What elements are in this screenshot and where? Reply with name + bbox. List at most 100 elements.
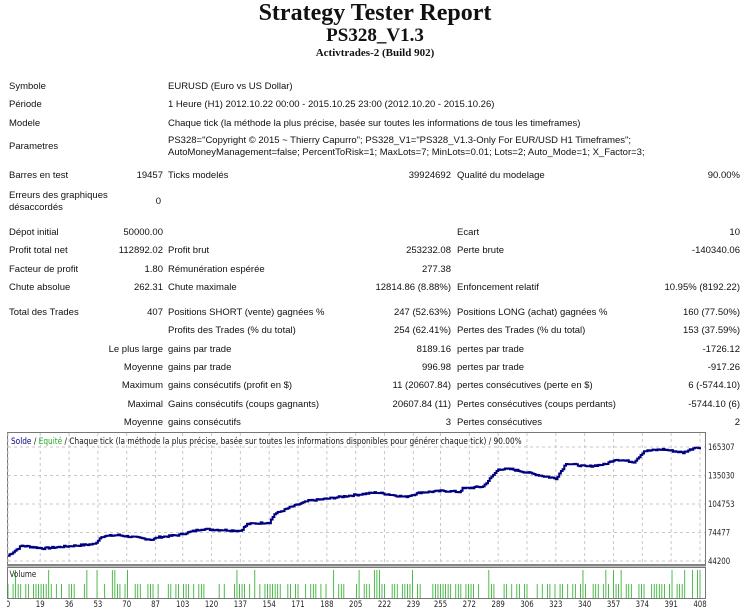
x-tick-label: 222 <box>378 599 391 609</box>
legend-equity: Equité <box>38 437 63 447</box>
stat-value: -917.26 <box>707 362 740 373</box>
stat-label: pertes consécutives (perte en $) <box>457 380 593 391</box>
stat-label: Qualité du modelage <box>457 170 545 181</box>
stat-value: Le plus large <box>108 344 163 355</box>
stat-label: Pertes consécutives <box>457 417 543 428</box>
info-value: EURUSD (Euro vs US Dollar) <box>168 81 293 92</box>
info-label: Période <box>9 99 42 110</box>
x-tick-label: 70 <box>122 599 131 609</box>
stat-label: Ticks modelés <box>168 170 229 181</box>
info-value: 1 Heure (H1) 2012.10.22 00:00 - 2015.10.… <box>168 99 495 110</box>
stat-value: 19457 <box>136 170 163 181</box>
stat-label: Dépot initial <box>9 227 59 238</box>
stat-value: 262.31 <box>133 282 163 293</box>
chart-legend: Solde / Equité / Chaque tick (la méthode… <box>11 437 522 447</box>
stat-label: Pertes consécutives (coups perdants) <box>457 399 616 410</box>
stat-label: gains par trade <box>168 362 232 373</box>
stat-value: 10 <box>729 227 740 238</box>
x-tick-label: 289 <box>492 599 505 609</box>
info-label: Modele <box>9 118 41 129</box>
server-build: Activtrades-2 (Build 902) <box>315 47 435 59</box>
stat-value: 112892.02 <box>118 245 163 256</box>
stat-value: 11 (20607.84) <box>392 380 451 391</box>
x-tick-label: 19 <box>36 599 45 609</box>
stat-label: pertes par trade <box>457 344 525 355</box>
stat-label: gains par trade <box>168 344 232 355</box>
y-tick-label: 44200 <box>708 556 730 566</box>
stat-value: 0 <box>155 196 161 207</box>
info-value: PS328="Copyright © 2015 ~ Thierry Capurr… <box>168 135 632 146</box>
stat-value: 20607.84 (11) <box>392 399 451 410</box>
stat-label: pertes par trade <box>457 362 525 373</box>
y-tick-label: 135030 <box>708 471 735 481</box>
stat-value: 2 <box>734 417 740 428</box>
stat-value: 1.80 <box>144 264 164 275</box>
x-tick-label: 255 <box>434 599 447 609</box>
info-label: Symbole <box>9 81 46 92</box>
stat-value: Moyenne <box>123 417 163 428</box>
stat-value: 10.95% (8192.22) <box>664 282 740 293</box>
stat-value: 12814.86 (8.88%) <box>375 282 451 293</box>
y-tick-label: 165307 <box>708 442 735 452</box>
stat-value: 3 <box>445 417 451 428</box>
stat-label: Profit brut <box>168 245 210 256</box>
stat-label: Barres en test <box>9 170 69 181</box>
stat-label: gains consécutifs (profit en $) <box>168 380 293 391</box>
balance-line <box>8 446 701 557</box>
legend-description: / Chaque tick (la méthode la plus précis… <box>62 437 522 447</box>
stat-value: 996.98 <box>421 362 451 373</box>
x-tick-label: 357 <box>607 599 620 609</box>
x-tick-label: 239 <box>407 599 420 609</box>
x-tick-label: 188 <box>320 599 333 609</box>
x-tick-label: 36 <box>65 599 74 609</box>
stat-label: Erreurs des graphiques désaccordés <box>9 190 108 213</box>
x-tick-label: 374 <box>636 599 649 609</box>
stat-label: Positions LONG (achat) gagnées % <box>457 307 608 318</box>
stat-value: 153 (37.59%) <box>682 325 740 336</box>
stat-value: 8189.16 <box>416 344 451 355</box>
x-tick-label: 137 <box>234 599 247 609</box>
stat-label: Rémunération espérée <box>168 264 265 275</box>
info-value: AutoMoneyManagement=false; PercentToRisk… <box>168 147 645 158</box>
stat-value: 160 (77.50%) <box>682 307 740 318</box>
stat-value: 254 (62.41%) <box>393 325 451 336</box>
stat-label: Positions SHORT (vente) gagnées % <box>168 307 325 318</box>
stat-value: 90.00% <box>707 170 740 181</box>
y-tick-label: 74477 <box>708 528 730 538</box>
stat-value: 277.38 <box>421 264 451 275</box>
plot-frame <box>7 432 706 565</box>
report-title: Strategy Tester Report <box>258 0 492 26</box>
x-tick-label: 87 <box>151 599 160 609</box>
x-tick-label: 103 <box>176 599 189 609</box>
stat-value: Moyenne <box>123 362 163 373</box>
stat-value: Maximal <box>127 399 163 410</box>
x-tick-label: 391 <box>665 599 678 609</box>
stat-label: Chute maximale <box>168 282 237 293</box>
x-tick-label: 323 <box>549 599 562 609</box>
info-value: Chaque tick (la méthode la plus précise,… <box>168 118 581 129</box>
stat-value: -1726.12 <box>702 344 740 355</box>
stat-value: 253232.08 <box>406 245 451 256</box>
stat-label: Facteur de profit <box>9 264 79 275</box>
x-tick-label: 120 <box>205 599 218 609</box>
stat-label: Pertes des Trades (% du total) <box>457 325 586 336</box>
balance-chart: 0 19 36 53 70 87 103 120 137 154 171 188 205 222 239 25… <box>7 432 735 609</box>
stat-label: Chute absolue <box>9 282 71 293</box>
stat-value: -140340.06 <box>691 245 740 256</box>
stat-label: Ecart <box>457 227 480 238</box>
x-tick-label: 408 <box>693 599 706 609</box>
x-tick-label: 53 <box>93 599 102 609</box>
x-tick-label: 340 <box>578 599 591 609</box>
y-tick-label: 104753 <box>708 499 735 509</box>
stat-value: 247 (52.63%) <box>393 307 451 318</box>
stat-label: Enfoncement relatif <box>457 282 539 293</box>
legend-balance: Solde <box>11 437 32 447</box>
expert-name: PS328_V1.3 <box>326 25 424 46</box>
stat-value: -5744.10 (6) <box>688 399 740 410</box>
info-label: Parametres <box>9 141 59 152</box>
stat-label: Total des Trades <box>9 307 79 318</box>
stat-value: 39924692 <box>408 170 451 181</box>
x-tick-label: 154 <box>263 599 276 609</box>
stat-value: 407 <box>147 307 163 318</box>
x-tick-label: 171 <box>291 599 304 609</box>
